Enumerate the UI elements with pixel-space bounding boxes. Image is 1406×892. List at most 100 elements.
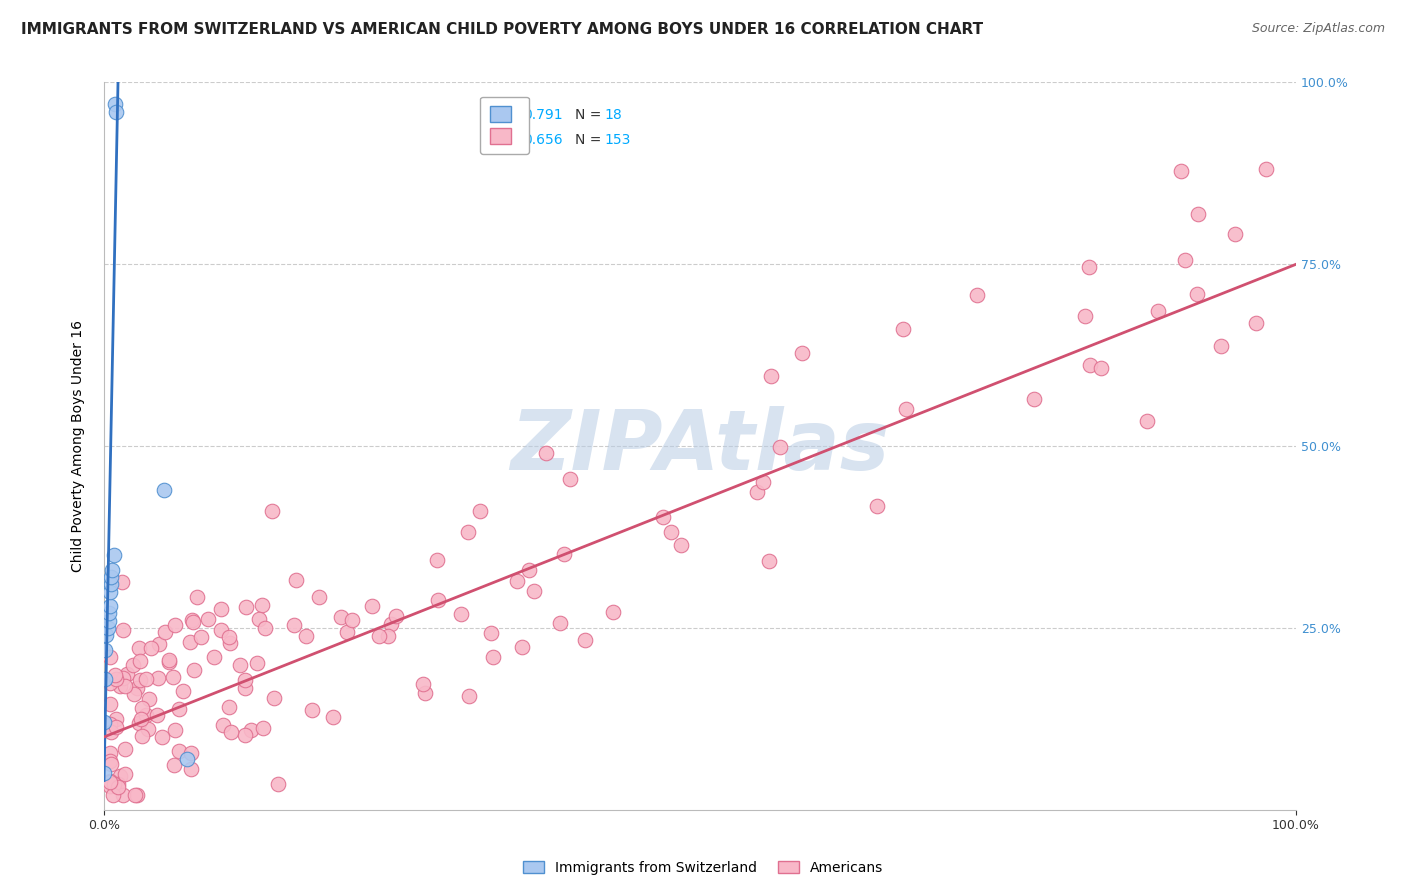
Point [135, 707, 157, 722]
Point [131, 712, 153, 726]
Point [98, 754, 121, 768]
Point [308, 590, 330, 604]
Text: IMMIGRANTS FROM SWITZERLAND VS AMERICAN CHILD POVERTY AMONG BOYS UNDER 16 CORREL: IMMIGRANTS FROM SWITZERLAND VS AMERICAN … [21, 22, 983, 37]
Point [180, 746, 202, 760]
Point [246, 656, 269, 670]
Point [97, 614, 120, 628]
Point [262, 504, 284, 518]
Point [197, 612, 219, 626]
Point [427, 593, 450, 607]
Point [97, 621, 120, 635]
Point [128, 654, 150, 668]
Point [1022, 392, 1045, 407]
Point [98, 717, 121, 731]
Point [218, 635, 240, 649]
Point [229, 658, 252, 673]
Point [758, 554, 780, 568]
Point [152, 483, 174, 497]
Point [336, 625, 359, 640]
Point [136, 722, 159, 736]
Point [233, 673, 256, 687]
Point [506, 574, 529, 588]
Point [457, 524, 479, 539]
Point [380, 616, 402, 631]
Point [550, 615, 572, 630]
Point [167, 702, 190, 716]
Point [103, 548, 125, 562]
Point [180, 614, 202, 628]
Point [1147, 304, 1170, 318]
Point [330, 610, 353, 624]
Point [98, 774, 121, 789]
Point [148, 637, 170, 651]
Point [966, 287, 988, 301]
Point [157, 653, 180, 667]
Point [751, 475, 773, 489]
Point [1174, 253, 1197, 268]
Point [866, 499, 889, 513]
Point [112, 672, 135, 686]
Point [153, 625, 176, 640]
Point [128, 640, 150, 655]
Point [112, 788, 135, 802]
Point [98, 599, 121, 613]
Point [769, 440, 792, 454]
Point [100, 570, 122, 584]
Point [553, 547, 575, 561]
Point [219, 724, 242, 739]
Point [97, 607, 120, 621]
Point [157, 655, 180, 669]
Point [179, 635, 201, 649]
Point [218, 700, 240, 714]
Point [98, 779, 121, 793]
Point [125, 788, 148, 802]
Point [104, 104, 127, 119]
Point [100, 756, 122, 771]
Text: N =: N = [575, 133, 606, 147]
Point [659, 524, 682, 539]
Point [103, 776, 125, 790]
Point [122, 687, 145, 701]
Point [233, 681, 256, 696]
Point [1170, 164, 1192, 178]
Text: R =: R = [494, 133, 524, 147]
Point [523, 583, 546, 598]
Point [94, 672, 117, 686]
Point [209, 623, 232, 637]
Point [1187, 206, 1209, 220]
Point [98, 650, 121, 665]
Point [534, 446, 557, 460]
Point [114, 766, 136, 780]
Text: Source: ZipAtlas.com: Source: ZipAtlas.com [1251, 22, 1385, 36]
Point [114, 679, 136, 693]
Point [235, 599, 257, 614]
Point [283, 618, 305, 632]
Point [479, 626, 502, 640]
Point [162, 670, 184, 684]
Point [470, 504, 492, 518]
Point [139, 640, 162, 655]
Point [301, 703, 323, 717]
Point [250, 598, 273, 612]
Point [101, 788, 124, 802]
Point [98, 774, 121, 789]
Point [100, 577, 122, 591]
Point [96, 628, 118, 642]
Point [759, 368, 782, 383]
Point [267, 777, 290, 791]
Point [510, 640, 533, 654]
Legend: Immigrants from Switzerland, Americans: Immigrants from Switzerland, Americans [517, 855, 889, 880]
Point [209, 602, 232, 616]
Point [239, 723, 262, 738]
Point [104, 720, 127, 734]
Point [105, 712, 128, 726]
Point [284, 574, 307, 588]
Point [181, 615, 204, 630]
Point [93, 715, 115, 730]
Point [218, 630, 240, 644]
Point [1223, 227, 1246, 241]
Point [1078, 260, 1101, 274]
Point [124, 788, 146, 802]
Point [98, 676, 121, 690]
Point [1136, 414, 1159, 428]
